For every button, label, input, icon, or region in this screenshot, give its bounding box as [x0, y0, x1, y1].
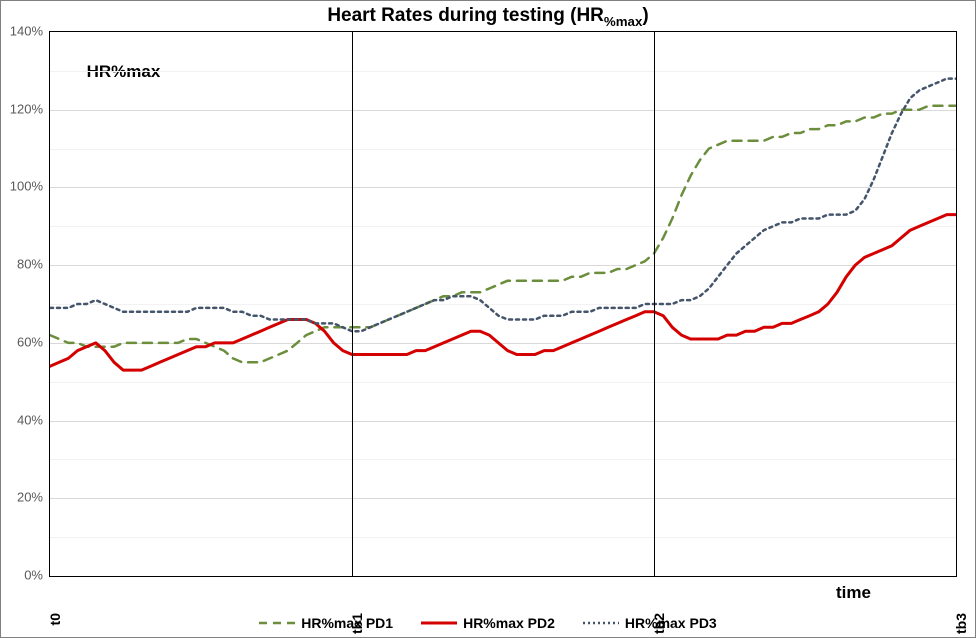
series-line [50, 79, 956, 332]
plot-area: HR%max [49, 31, 957, 577]
chart-title-sub: %max [604, 14, 642, 29]
y-tick-label: 0% [24, 568, 43, 583]
legend-item: HR%max PD1 [259, 615, 393, 631]
legend-swatch [583, 616, 619, 630]
y-tick-label: 80% [17, 257, 43, 272]
legend-swatch [421, 616, 457, 630]
legend-swatch [259, 616, 295, 630]
x-axis-title: time [836, 583, 871, 603]
legend-item: HR%max PD3 [583, 615, 717, 631]
legend-label: HR%max PD2 [463, 615, 555, 631]
legend: HR%max PD1 HR%max PD2 HR%max PD3 [1, 615, 975, 633]
chart-title-main: Heart Rates during testing (HR [327, 5, 604, 26]
y-tick-label: 100% [10, 179, 43, 194]
y-tick-label: 140% [10, 24, 43, 39]
chart-title-tail: ) [642, 5, 648, 26]
y-tick-label: 20% [17, 490, 43, 505]
series-line [50, 215, 956, 371]
phase-divider [654, 32, 655, 576]
phase-divider [352, 32, 353, 576]
x-axis-labels: t0tb1tb2tb3time [49, 577, 957, 607]
legend-label: HR%max PD3 [625, 615, 717, 631]
y-tick-label: 120% [10, 101, 43, 116]
legend-label: HR%max PD1 [301, 615, 393, 631]
line-series [50, 32, 956, 576]
chart-frame: Heart Rates during testing (HR%max) 0% 20… [0, 0, 976, 638]
legend-item: HR%max PD2 [421, 615, 555, 631]
chart-title: Heart Rates during testing (HR%max) [1, 5, 975, 29]
y-tick-label: 60% [17, 334, 43, 349]
y-tick-label: 40% [17, 412, 43, 427]
series-line [50, 106, 956, 363]
